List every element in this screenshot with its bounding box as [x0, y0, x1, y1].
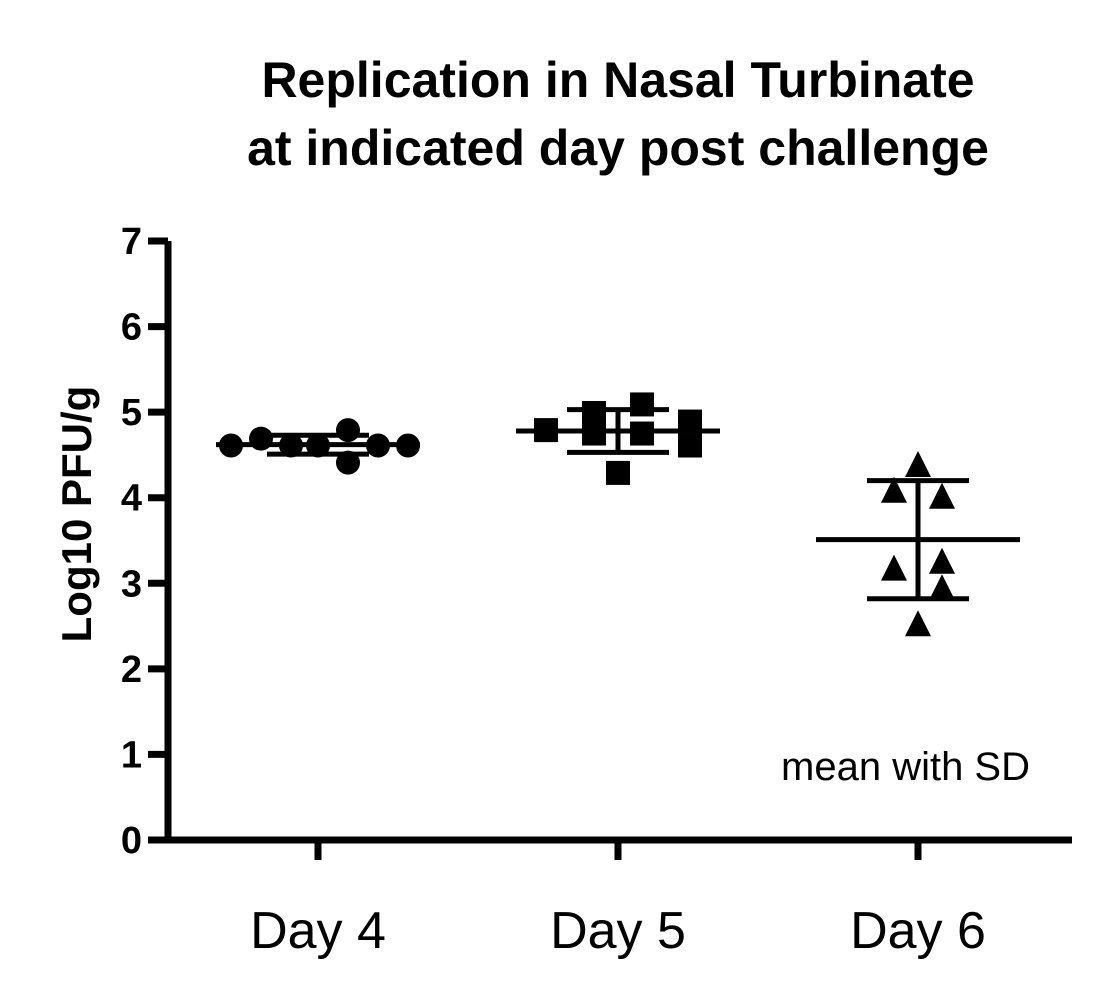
series-day-5	[516, 392, 720, 485]
y-axis-label: Log10 PFU/g	[53, 386, 100, 643]
series-day-4	[216, 418, 420, 475]
data-point	[396, 433, 420, 458]
data-point	[905, 610, 931, 637]
data-point	[630, 392, 654, 417]
category-label: Day 4	[250, 902, 386, 960]
data-point	[905, 451, 931, 478]
category-label: Day 6	[850, 902, 986, 960]
stat-annotation: mean with SD	[781, 745, 1030, 789]
y-tick-label: 1	[121, 734, 142, 776]
chart-title: Replication in Nasal Turbinate at indica…	[247, 52, 989, 176]
y-tick-label: 7	[121, 221, 142, 263]
axes	[148, 237, 1072, 860]
series-day-6	[816, 451, 1020, 637]
category-label: Day 5	[550, 902, 686, 960]
data-point	[366, 433, 390, 458]
data-point	[336, 450, 360, 475]
y-tick-label: 4	[121, 478, 142, 520]
data-point	[630, 421, 654, 446]
data-point	[219, 433, 243, 458]
tick-labels: 0 1 2 3 4 5 6 7	[121, 221, 142, 862]
data-point	[306, 433, 330, 458]
y-tick-label: 6	[121, 307, 142, 349]
data-point	[249, 426, 273, 451]
category-labels: Day 4 Day 5 Day 6	[250, 902, 986, 960]
data-point	[606, 460, 630, 485]
y-tick-label: 5	[121, 392, 142, 434]
y-tick-label: 3	[121, 563, 142, 605]
data-point	[279, 433, 303, 458]
data-point	[929, 574, 955, 601]
data-point	[929, 547, 955, 574]
data-point	[678, 409, 702, 434]
y-tick-label: 2	[121, 649, 142, 691]
data-point	[336, 418, 360, 443]
chart-title-line-2: at indicated day post challenge	[247, 120, 989, 176]
data-point	[582, 400, 606, 425]
data-point	[881, 554, 907, 581]
data-point	[881, 476, 907, 503]
y-tick-label: 0	[121, 820, 142, 862]
data-marks	[216, 392, 1020, 637]
data-point	[534, 418, 558, 443]
data-point	[678, 433, 702, 458]
chart-title-line-1: Replication in Nasal Turbinate	[261, 52, 974, 108]
data-point	[929, 482, 955, 509]
data-point	[582, 421, 606, 446]
